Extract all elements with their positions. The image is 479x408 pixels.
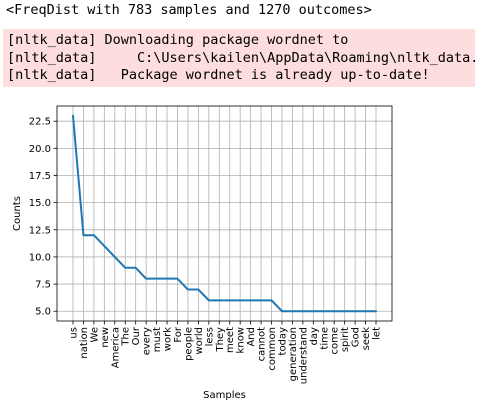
x-tick-label: every	[142, 327, 153, 355]
series-line	[72, 114, 377, 313]
x-tick-label: generation	[288, 327, 299, 381]
x-tick-label: people	[183, 327, 194, 361]
x-tick-label: spirit	[340, 327, 351, 352]
x-tick-label: less	[204, 327, 215, 346]
freqdist-output: <FreqDist with 783 samples and 1270 outc…	[6, 2, 372, 18]
x-tick-label: day	[309, 327, 320, 345]
x-tick-label: God	[351, 327, 362, 347]
y-tick-label: 5.0	[35, 307, 51, 318]
y-tick-label: 22.5	[29, 117, 51, 128]
y-tick-label: 15.0	[29, 198, 51, 209]
x-axis-label: Samples	[203, 390, 246, 401]
x-tick-label: understand	[298, 327, 309, 384]
x-tick-label: They	[215, 327, 226, 353]
plot-area	[56, 105, 393, 322]
x-tick-label: Our	[131, 326, 142, 345]
y-axis-label: Counts	[12, 196, 23, 231]
x-tick-label: nation	[79, 327, 90, 359]
y-tick-label: 20.0	[29, 144, 51, 155]
x-tick-label: time	[319, 327, 330, 350]
x-tick-label: come	[330, 327, 341, 355]
stderr-line: [nltk_data] C:\Users\kailen\AppData\Roam…	[7, 49, 479, 66]
x-tick-label: And	[246, 327, 257, 347]
x-tick-label: meet	[225, 327, 236, 353]
x-tick-label: We	[89, 327, 100, 342]
x-tick-label: cannot	[257, 327, 268, 361]
y-axis: 5.0 7.5 10.0 12.5 15.0 17.5 20.0 22.5	[29, 117, 57, 318]
frequency-chart: 5.0 7.5 10.0 12.5 15.0 17.5 20.0 22.5 us nation W…	[12, 105, 393, 401]
x-tick-label: The	[121, 327, 132, 347]
y-tick-label: 12.5	[29, 225, 51, 236]
x-tick-label: us	[69, 327, 80, 339]
x-tick-label: know	[236, 327, 247, 353]
grid	[57, 106, 392, 321]
stderr-output: [nltk_data] Downloading package wordnet …	[3, 29, 479, 87]
x-tick-label: new	[100, 327, 111, 348]
x-tick-label: common	[267, 327, 278, 371]
y-tick-label: 7.5	[35, 280, 51, 291]
x-tick-label: world	[194, 327, 205, 355]
x-tick-label: let	[372, 327, 383, 340]
y-tick-label: 17.5	[29, 171, 51, 182]
x-tick-label: seek	[361, 327, 372, 351]
stderr-line: [nltk_data] Downloading package wordnet …	[7, 32, 349, 48]
y-tick-label: 10.0	[29, 252, 51, 263]
x-tick-label: work	[163, 327, 174, 351]
x-tick-label: America	[110, 327, 121, 368]
x-tick-label: For	[173, 326, 184, 343]
x-axis: us nation We new America The Our every must work F…	[69, 321, 383, 384]
x-tick-label: today	[277, 327, 288, 356]
stderr-line: [nltk_data] Package wordnet is already u…	[7, 67, 430, 83]
x-tick-label: must	[152, 327, 163, 352]
